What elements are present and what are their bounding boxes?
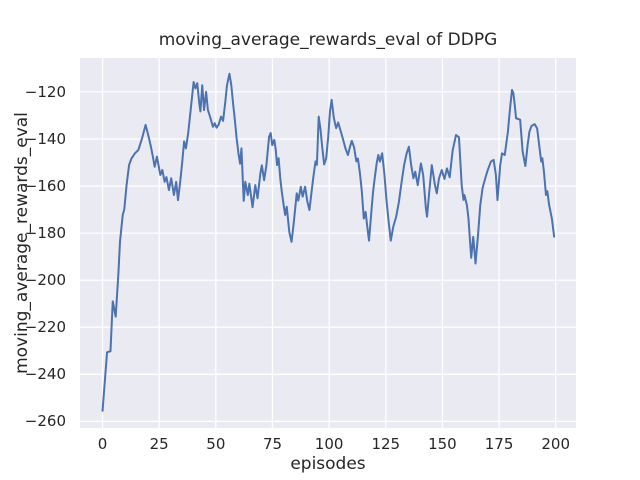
y-tick-label: −180	[24, 224, 66, 243]
y-tick-label: −220	[24, 318, 66, 337]
x-tick-label: 100	[314, 435, 344, 453]
y-tick-label: −140	[24, 129, 66, 148]
x-tick-label: 0	[97, 435, 108, 453]
chart-title: moving_average_rewards_eval of DDPG	[158, 30, 498, 50]
x-tick-label: 175	[484, 435, 514, 453]
y-tick-label: −260	[24, 412, 66, 431]
x-tick-label: 75	[262, 435, 283, 453]
x-tick-label: 200	[541, 435, 571, 453]
y-axis-label: moving_average_rewards_eval	[12, 112, 32, 374]
x-tick-label: 50	[206, 435, 226, 453]
y-tick-label: −160	[24, 177, 66, 196]
x-tick-label: 150	[428, 435, 457, 453]
x-tick-label: 25	[149, 435, 169, 453]
plot-area	[80, 58, 576, 428]
x-axis-label: episodes	[290, 454, 366, 474]
plot-canvas	[80, 58, 576, 428]
y-tick-label: −120	[24, 82, 66, 101]
x-tick-label: 125	[371, 435, 401, 453]
y-tick-label: −240	[24, 365, 66, 384]
data-line	[101, 72, 556, 412]
y-tick-label: −200	[24, 271, 66, 290]
